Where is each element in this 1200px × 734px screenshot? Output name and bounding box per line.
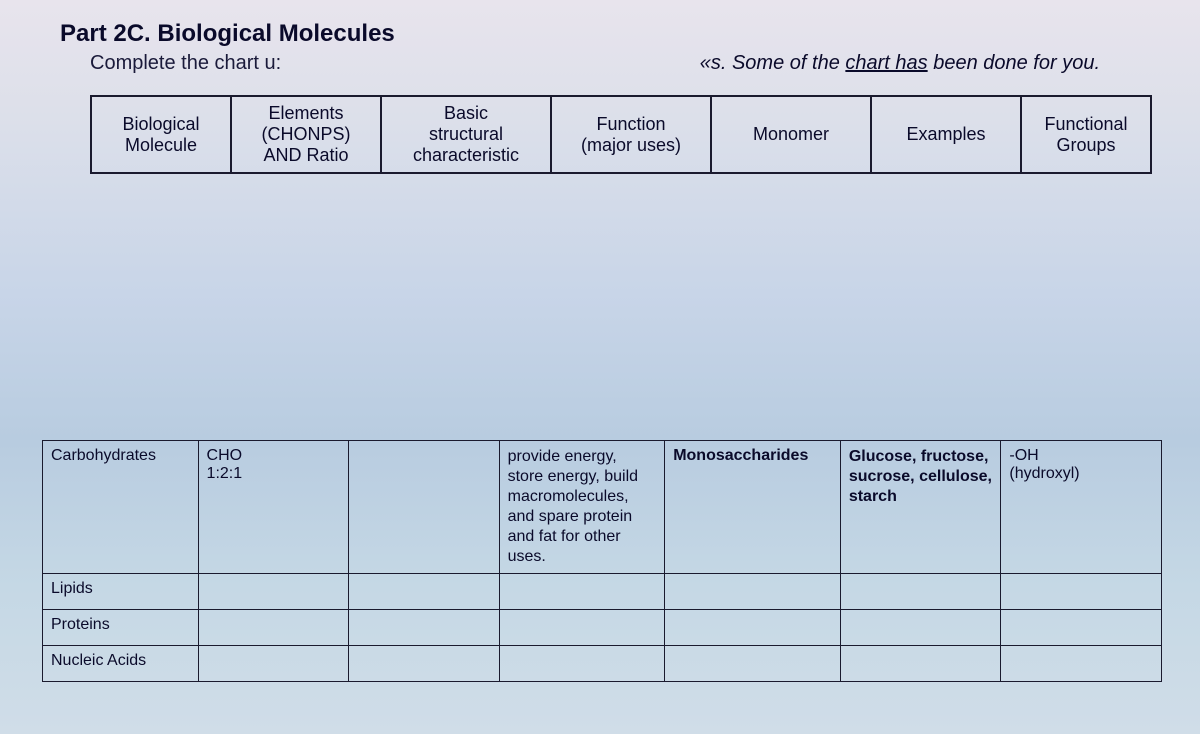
data-cell-1-0: Lipids — [43, 574, 199, 610]
data-cell-2-5 — [840, 610, 1001, 646]
table-row: Lipids — [43, 574, 1162, 610]
data-cell-2-4 — [665, 610, 841, 646]
data-cell-3-2 — [349, 646, 500, 682]
data-cell-3-4 — [665, 646, 841, 682]
header-cell-1: Elements(CHONPS)AND Ratio — [231, 96, 381, 173]
header-cell-6: FunctionalGroups — [1021, 96, 1151, 173]
data-cell-3-5 — [840, 646, 1001, 682]
data-cell-1-5 — [840, 574, 1001, 610]
title-area: Part 2C. Biological Molecules Complete t… — [40, 20, 1160, 75]
subtitle-row: Complete the chart u: «s. Some of the ch… — [60, 52, 1160, 75]
header-cell-2: Basicstructuralcharacteristic — [381, 96, 551, 173]
page-title: Part 2C. Biological Molecules — [60, 20, 1160, 48]
data-cell-3-3 — [499, 646, 665, 682]
data-table: CarbohydratesCHO1:2:1 provide energy, sto… — [42, 440, 1162, 682]
header-cell-0: BiologicalMolecule — [91, 96, 231, 173]
data-cell-3-0: Nucleic Acids — [43, 646, 199, 682]
data-cell-2-3 — [499, 610, 665, 646]
subtitle-right-underlined: chart has — [845, 52, 927, 74]
data-cell-2-2 — [349, 610, 500, 646]
data-cell-3-6 — [1001, 646, 1162, 682]
table-row: Nucleic Acids — [43, 646, 1162, 682]
data-cell-0-3: provide energy, store energy, build macr… — [499, 441, 665, 574]
data-cell-2-6 — [1001, 610, 1162, 646]
data-cell-1-6 — [1001, 574, 1162, 610]
data-cell-0-6: -OH(hydroxyl) — [1001, 441, 1162, 574]
header-cell-3: Function(major uses) — [551, 96, 711, 173]
data-cell-2-1 — [198, 610, 349, 646]
header-cell-4: Monomer — [711, 96, 871, 173]
subtitle-right-prefix: «s. Some of the — [700, 52, 846, 74]
subtitle-right: «s. Some of the chart has been done for … — [700, 52, 1160, 75]
subtitle-right-suffix: been done for you. — [928, 52, 1100, 74]
data-cell-1-4 — [665, 574, 841, 610]
subtitle-left: Complete the chart u: — [60, 52, 281, 75]
header-cell-5: Examples — [871, 96, 1021, 173]
data-cell-2-0: Proteins — [43, 610, 199, 646]
data-cell-0-5: Glucose, fructose, sucrose, cellulose, s… — [840, 441, 1001, 574]
data-cell-3-1 — [198, 646, 349, 682]
header-table: BiologicalMoleculeElements(CHONPS)AND Ra… — [90, 95, 1152, 174]
data-cell-1-3 — [499, 574, 665, 610]
table-row: Proteins — [43, 610, 1162, 646]
data-cell-1-1 — [198, 574, 349, 610]
data-cell-0-1: CHO1:2:1 — [198, 441, 349, 574]
data-cell-0-0: Carbohydrates — [43, 441, 199, 574]
data-cell-0-4: Monosaccharides — [665, 441, 841, 574]
table-row: CarbohydratesCHO1:2:1 provide energy, sto… — [43, 441, 1162, 574]
header-row: BiologicalMoleculeElements(CHONPS)AND Ra… — [91, 96, 1151, 173]
data-cell-0-2 — [349, 441, 500, 574]
data-cell-1-2 — [349, 574, 500, 610]
